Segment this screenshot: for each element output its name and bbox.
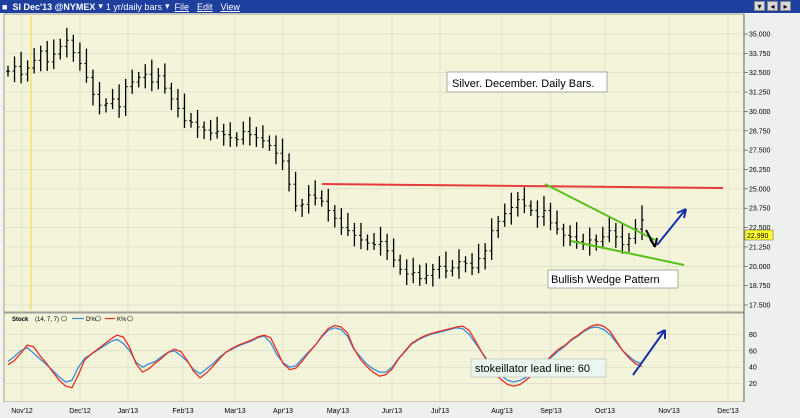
price-tick-label: 31.250 (749, 90, 771, 97)
interval-label[interactable]: 1 yr/daily bars (105, 1, 162, 12)
minimize-button[interactable]: ▾ (754, 1, 765, 11)
price-tick-label: 33.750 (749, 51, 771, 58)
stoch-annotation: stokeillator lead line: 60 (475, 363, 590, 375)
price-tick-label: 35.000 (749, 32, 771, 39)
scroll-right-button[interactable]: ▸ (780, 1, 791, 11)
stoch-tick-label: 80 (749, 332, 757, 339)
price-panel (3, 13, 745, 313)
stoch-tick-label: 60 (749, 348, 757, 355)
price-tick-label: 20.000 (749, 264, 771, 271)
wedge-lower-line (570, 240, 685, 266)
legend-d: D% (86, 317, 96, 323)
date-tick-label: Nov'12 (11, 408, 33, 415)
date-tick-label: May'13 (327, 408, 349, 415)
resistance-line (321, 183, 724, 189)
price-tick-label: 18.750 (749, 283, 771, 290)
last-price-tag: 22.990 (747, 233, 769, 240)
menu-file[interactable]: File (174, 1, 189, 12)
date-tick-label: Mar'13 (224, 408, 245, 415)
price-tick-label: 26.250 (749, 167, 771, 174)
menu-edit[interactable]: Edit (197, 1, 213, 12)
date-tick-label: Feb'13 (172, 408, 193, 415)
stoch-title: Stock (12, 317, 29, 323)
chart-canvas: 35.000 33.750 32.500 31.250 30.000 28.750 27.5… (0, 13, 800, 418)
arrow-head-icon (676, 208, 687, 219)
price-axis-area (744, 14, 800, 412)
settings-icon[interactable] (61, 315, 67, 322)
arrow-head-icon (649, 237, 658, 248)
price-tick-label: 25.000 (749, 186, 771, 193)
settings-icon[interactable] (95, 315, 101, 322)
price-tick-label: 27.500 (749, 148, 771, 155)
dropdown-icon[interactable]: ▾ (164, 1, 170, 11)
wedge-upper-line (544, 183, 656, 241)
price-tick-label: 17.500 (749, 303, 771, 310)
price-tick-label: 28.750 (749, 128, 771, 135)
chart-window-titlebar: ■ SI Dec'13 @NYMEX ▾ 1 yr/daily bars ▾ F… (0, 0, 800, 13)
price-tick-label: 30.000 (749, 109, 771, 116)
arrow-head-icon (656, 329, 666, 339)
date-tick-label: Jun'13 (382, 408, 403, 415)
window-icon[interactable]: ■ (2, 1, 8, 12)
date-tick-label: Dec'13 (717, 408, 739, 415)
date-tick-label: Aug'13 (491, 408, 513, 415)
chart-annotation-title: Silver. December. Daily Bars. (452, 78, 594, 90)
date-tick-label: Nov'13 (658, 408, 680, 415)
stoch-params: (14, 7, 7) (35, 317, 59, 323)
scroll-left-button[interactable]: ◂ (767, 1, 778, 11)
stoch-tick-label: 40 (749, 365, 757, 372)
date-tick-label: Apr'13 (273, 408, 293, 415)
date-tick-label: Oct'13 (595, 408, 615, 415)
stoch-arrow-blue (632, 329, 666, 376)
stoch-tick-label: 20 (749, 381, 757, 388)
legend-k: K% (117, 317, 127, 323)
price-tick-label: 22.500 (749, 225, 771, 232)
symbol-label[interactable]: SI Dec'13 @NYMEX (12, 1, 96, 12)
date-tick-label: Sep'13 (540, 408, 562, 415)
stochastic-panel (3, 312, 745, 403)
date-tick-label: Jul'13 (431, 408, 449, 415)
price-tick-label: 21.250 (749, 244, 771, 251)
target-arrow-blue (656, 208, 687, 246)
price-tick-label: 32.500 (749, 70, 771, 77)
date-tick-label: Jan'13 (118, 408, 139, 415)
date-tick-label: Dec'12 (69, 408, 91, 415)
price-tick-label: 23.750 (749, 206, 771, 213)
date-axis-area (0, 402, 800, 418)
menu-view[interactable]: View (220, 1, 240, 12)
dropdown-icon[interactable]: ▾ (98, 1, 103, 11)
settings-icon[interactable] (127, 315, 133, 322)
wedge-annotation: Bullish Wedge Pattern (551, 274, 660, 286)
